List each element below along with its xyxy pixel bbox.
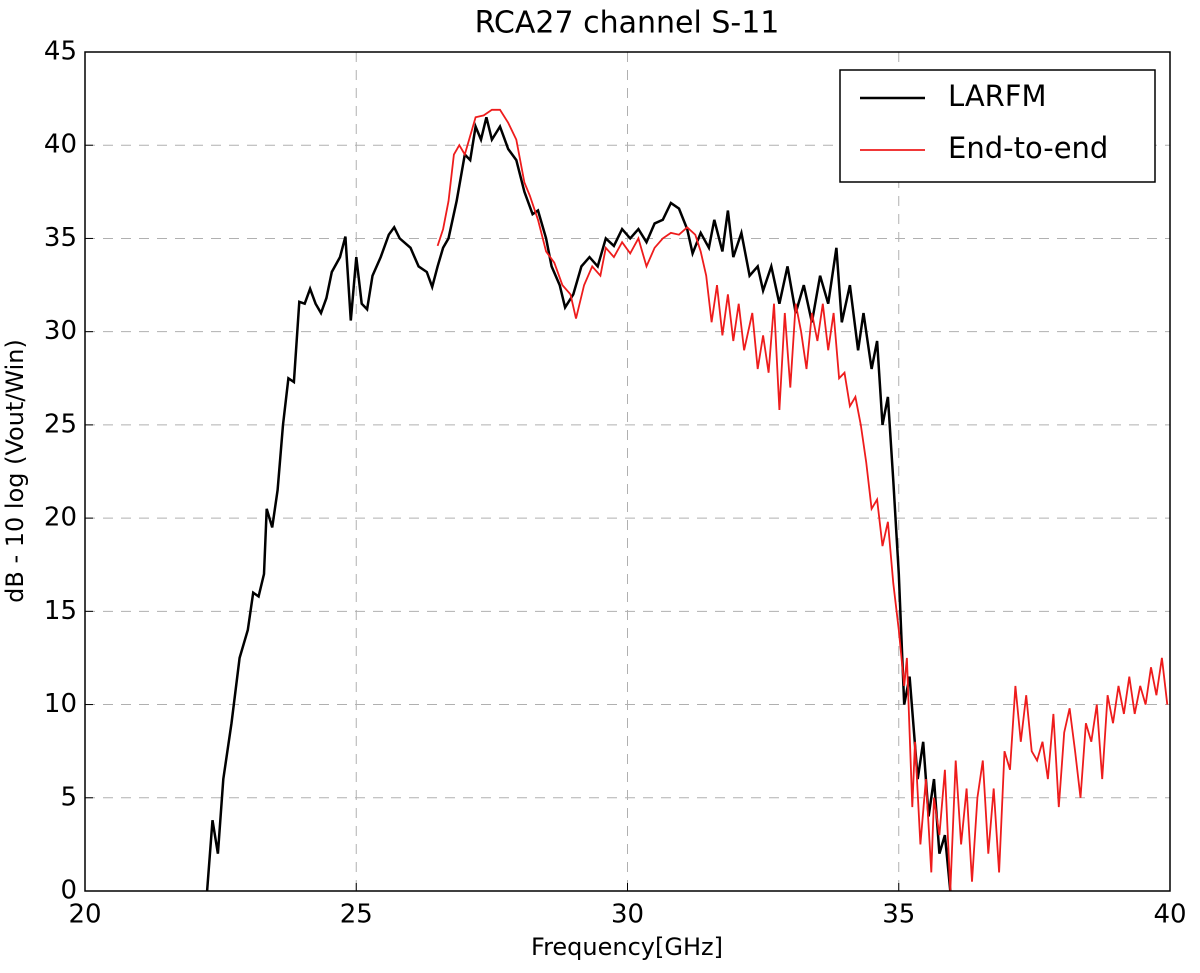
y-tick-label: 30 — [44, 316, 77, 346]
y-tick-label: 5 — [60, 782, 77, 812]
legend-label: End-to-end — [948, 131, 1108, 165]
y-tick-label: 35 — [44, 223, 77, 253]
x-tick-label: 35 — [882, 900, 915, 930]
y-tick-label: 45 — [44, 37, 77, 67]
x-tick-label: 25 — [340, 900, 373, 930]
x-tick-label: 40 — [1153, 900, 1186, 930]
y-tick-label: 40 — [44, 130, 77, 160]
chart-title: RCA27 channel S-11 — [475, 6, 780, 41]
data-line — [436, 108, 1169, 891]
y-tick-label: 15 — [44, 596, 77, 626]
x-tick-label: 30 — [611, 900, 644, 930]
y-axis-label: dB - 10 log (Vout/Win) — [1, 339, 29, 603]
legend-box — [839, 69, 1156, 183]
plot-frame — [84, 51, 1171, 892]
x-tick-label: 20 — [68, 900, 101, 930]
x-axis-label: Frequency[GHz] — [531, 933, 723, 961]
y-tick-label: 0 — [60, 876, 77, 906]
y-tick-label: 10 — [44, 689, 77, 719]
legend-label: LARFM — [948, 79, 1047, 113]
y-tick-label: 20 — [44, 503, 77, 533]
y-tick-label: 25 — [44, 409, 77, 439]
data-line — [205, 117, 952, 891]
